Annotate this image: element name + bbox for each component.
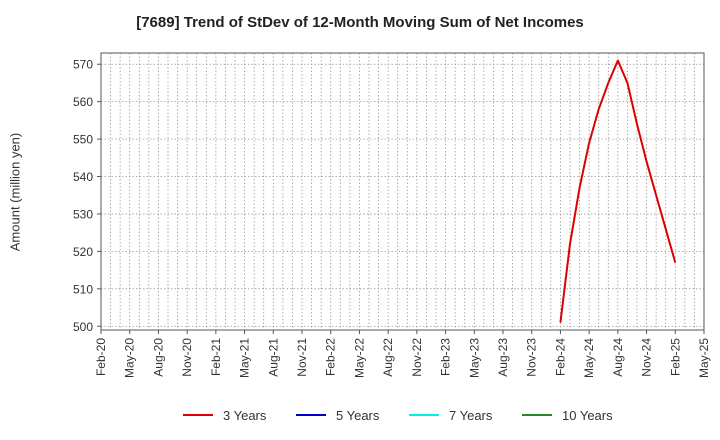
legend: 3 Years 5 Years 7 Years 10 Years: [0, 406, 720, 424]
x-tick-label: Aug-21: [266, 338, 280, 377]
legend-swatch: [409, 414, 439, 416]
legend-label: 3 Years: [223, 407, 267, 423]
x-tick-label: Feb-25: [668, 338, 682, 376]
x-tick-label: Feb-20: [94, 338, 108, 376]
x-tick-label: May-22: [352, 338, 366, 378]
y-tick-label: 550: [73, 133, 93, 147]
x-tick-label: Aug-22: [381, 338, 395, 377]
x-tick-label: Nov-23: [525, 338, 539, 377]
horizontal-gridlines: [101, 63, 704, 327]
x-tick-label: Feb-24: [553, 338, 567, 376]
legend-label: 7 Years: [449, 407, 493, 423]
y-tick-label: 540: [73, 170, 93, 184]
legend-item-7-years: 7 Years: [409, 406, 492, 424]
vertical-gridlines: [110, 53, 695, 330]
y-axis-ticks: 500 510 520 530 540 550 560 570: [73, 58, 101, 334]
x-tick-label: May-23: [467, 338, 481, 378]
x-tick-label: Nov-20: [180, 338, 194, 377]
x-tick-label: May-20: [123, 338, 137, 378]
legend-item-3-years: 3 Years: [183, 406, 266, 424]
x-tick-label: Nov-21: [295, 338, 309, 377]
legend-swatch: [522, 414, 552, 416]
x-tick-label: May-21: [238, 338, 252, 378]
y-tick-label: 510: [73, 282, 93, 296]
series-lines: [559, 59, 677, 323]
x-tick-label: Aug-24: [611, 338, 625, 377]
x-axis-ticks: Feb-20 May-20 Aug-20 Nov-20 Feb-21 May-21 Aug-…: [94, 330, 711, 378]
y-tick-label: 530: [73, 207, 93, 221]
x-tick-label: Feb-23: [439, 338, 453, 376]
x-tick-label: May-25: [697, 338, 711, 378]
y-tick-label: 560: [73, 95, 93, 109]
legend-swatch: [183, 414, 213, 416]
x-tick-label: Nov-24: [640, 338, 654, 377]
x-tick-label: Nov-22: [410, 338, 424, 377]
y-tick-label: 500: [73, 320, 93, 334]
plot-frame: [100, 52, 705, 331]
series-line-3-years: [559, 59, 677, 323]
chart-title: [7689] Trend of StDev of 12-Month Moving…: [136, 14, 584, 31]
x-tick-label: Aug-23: [496, 338, 510, 377]
legend-item-10-years: 10 Years: [522, 406, 613, 424]
legend-swatch: [296, 414, 326, 416]
x-tick-label: Aug-20: [151, 338, 165, 377]
legend-item-5-years: 5 Years: [296, 406, 379, 424]
x-tick-label: Feb-21: [209, 338, 223, 376]
legend-label: 5 Years: [336, 407, 380, 423]
x-tick-label: Feb-22: [324, 338, 338, 376]
y-tick-label: 520: [73, 245, 93, 259]
legend-label: 10 Years: [562, 407, 613, 423]
x-tick-label: May-24: [582, 338, 596, 378]
y-tick-label: 570: [73, 58, 93, 72]
